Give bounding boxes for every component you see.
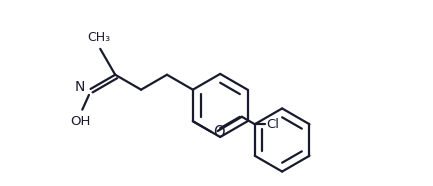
Text: O: O xyxy=(213,125,224,140)
Text: N: N xyxy=(74,80,84,94)
Text: OH: OH xyxy=(71,115,91,128)
Text: Cl: Cl xyxy=(266,118,279,131)
Text: CH₃: CH₃ xyxy=(87,31,110,44)
